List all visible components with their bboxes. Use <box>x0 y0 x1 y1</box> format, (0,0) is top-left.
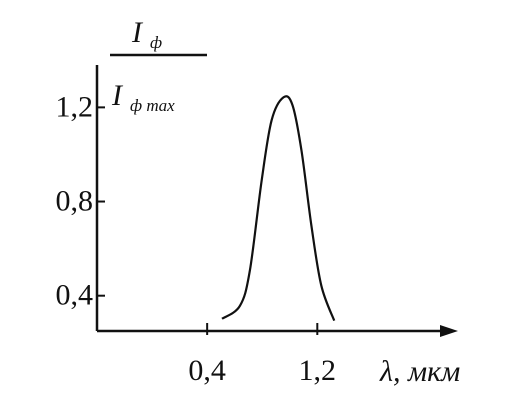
x-tick-label: 1,2 <box>299 354 337 387</box>
y-label-den: I <box>111 79 124 112</box>
y-label-num: I <box>131 16 144 49</box>
curve <box>221 95 336 322</box>
x-label: λ, мкм <box>379 355 460 388</box>
y-label-num-sub: ф <box>150 33 162 52</box>
x-arrow <box>440 325 458 337</box>
y-tick-label: 0,8 <box>56 184 94 217</box>
x-tick-label: 0,4 <box>188 354 226 387</box>
y-tick-label: 1,2 <box>56 90 94 123</box>
y-label-den-sub: ф max <box>130 96 175 115</box>
y-tick-label: 0,4 <box>56 279 94 312</box>
